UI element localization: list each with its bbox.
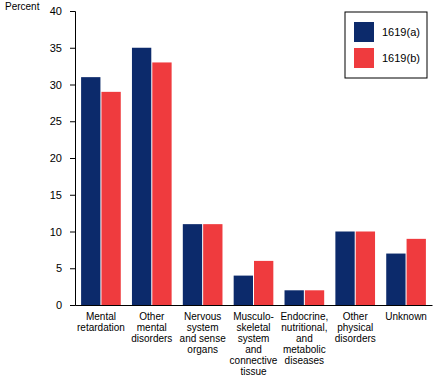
legend-item: 1619(b) [354,48,420,68]
bar [81,77,100,305]
tick: Nervoussystemand senseorgans [180,311,227,355]
legend-swatch [354,48,374,68]
tick-label: Mentalretardation [77,311,125,333]
tick-label: 30 [50,79,62,91]
tick-label: 40 [50,5,62,17]
y-axis: 0 5 10 15 20 25 30 35 40 [50,5,76,311]
bar [386,254,405,305]
bar [407,239,426,305]
tick-mark [70,195,75,196]
bar [305,290,324,305]
tick-mark [70,232,75,233]
tick-label: 0 [56,299,62,311]
tick: 35 [50,42,75,54]
tick-mark [70,121,75,122]
legend-box [345,12,427,78]
plot: 0 5 10 15 20 25 30 35 40 Mentalretardation Otherme… [50,5,433,377]
tick: 40 [50,5,75,17]
tick-label: Otherphysicaldisorders [335,311,376,344]
tick-label: Musculo-skeletalsystemandconnectivetissu… [230,311,278,377]
legend-label: 1619(a) [382,26,420,38]
tick-mark [70,268,75,269]
bar [234,276,253,305]
tick-label: 25 [50,115,62,127]
tick-mark [70,48,75,49]
axis-title: Percent [5,1,40,12]
tick-label: 10 [50,226,62,238]
tick-label: Othermentaldisorders [131,311,172,344]
bar [335,232,354,306]
legend-swatch [354,22,374,42]
legend: 1619(a) 1619(b) [345,12,427,78]
tick: 20 [50,152,75,164]
tick: Otherphysicaldisorders [335,311,376,344]
tick: Unknown [385,311,427,322]
bar [254,261,273,305]
tick-label: Endocrine,nutritional,andmetabolicdiseas… [280,311,328,366]
series [81,48,405,305]
bar [101,92,120,305]
tick-label: 5 [56,262,62,274]
series [101,62,425,305]
tick-mark [70,85,75,86]
tick: Mentalretardation [77,311,125,333]
bar [356,232,375,306]
tick: 0 [56,299,75,311]
tick: 30 [50,79,75,91]
tick: 5 [56,262,75,274]
tick-mark [70,158,75,159]
bar [152,62,171,305]
bars [81,48,426,305]
bar [183,224,202,305]
bar [285,290,304,305]
tick: Endocrine,nutritional,andmetabolicdiseas… [280,311,328,366]
axis-line [76,305,433,306]
chart: 0 5 10 15 20 25 30 35 40 Mentalretardation Otherme… [0,0,437,383]
tick: 10 [50,226,75,238]
tick: 15 [50,189,75,201]
axis-line [70,12,76,306]
legend-item: 1619(a) [354,22,420,42]
tick-mark [70,11,75,12]
tick-label: 20 [50,152,62,164]
tick-label: 35 [50,42,62,54]
tick-label: Nervoussystemand senseorgans [180,311,227,355]
tick: 25 [50,115,75,127]
legend-label: 1619(b) [382,52,420,64]
tick: Musculo-skeletalsystemandconnectivetissu… [230,311,278,377]
tick-label: Unknown [385,311,427,322]
bar [203,224,222,305]
x-axis: Mentalretardation OthermentaldisordersNer… [76,306,433,378]
bar [132,48,151,305]
tick: Othermentaldisorders [131,311,172,344]
tick-label: 15 [50,189,62,201]
tick-mark [70,305,75,306]
